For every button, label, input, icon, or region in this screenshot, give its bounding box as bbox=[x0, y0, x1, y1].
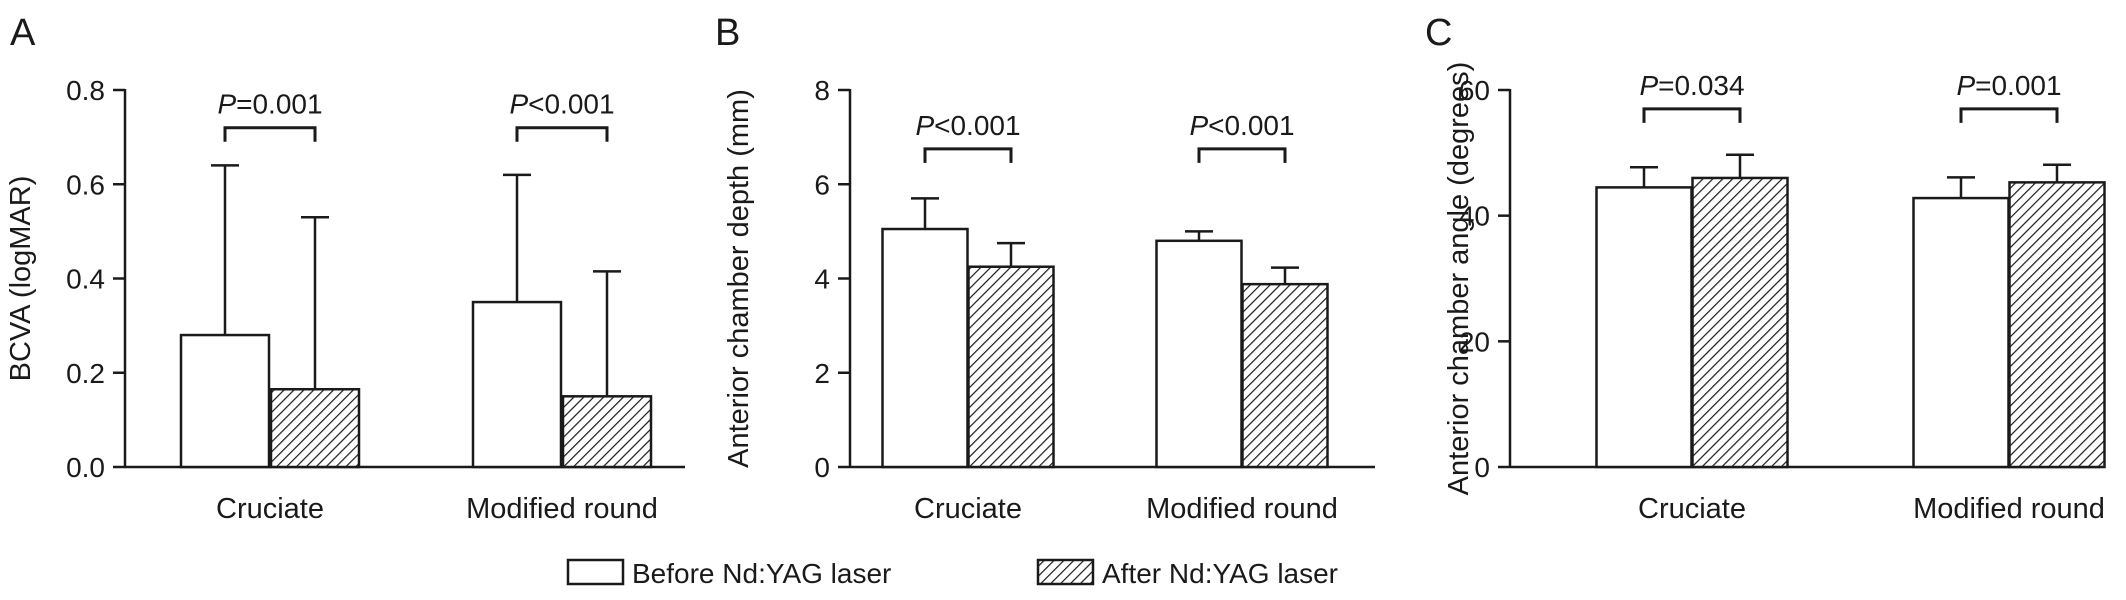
panel-b: B 0 2 4 6 8 Anterior chamber depth (mm) Cruciat… bbox=[715, 12, 1375, 525]
y-axis-title: Anterior chamber angle (degrees) bbox=[1443, 62, 1475, 496]
y-tick-label: 0 bbox=[814, 452, 830, 483]
legend-swatch bbox=[566, 558, 625, 586]
panel-letter: A bbox=[10, 12, 36, 54]
bar-after-1 bbox=[2008, 181, 2106, 469]
p-value-label: P<0.001 bbox=[1189, 110, 1294, 141]
p-value-label: P<0.001 bbox=[509, 89, 614, 120]
panel-a: A 0.0 0.2 0.4 0.6 0.8 BCVA (logMAR) Cruciate Mod… bbox=[5, 12, 685, 525]
legend-item-before: Before Nd:YAG laser bbox=[566, 558, 891, 589]
bar-before-0 bbox=[881, 227, 969, 469]
y-tick-label: 0 bbox=[1474, 452, 1490, 483]
significance-bracket bbox=[1197, 147, 1287, 163]
y-tick-label: 2 bbox=[814, 358, 830, 389]
legend-item-after: After Nd:YAG laser bbox=[1036, 558, 1338, 589]
significance-bracket bbox=[923, 147, 1013, 163]
p-value-label: P=0.034 bbox=[1639, 70, 1744, 101]
panel-letter: B bbox=[715, 12, 740, 54]
y-tick-label: 0.0 bbox=[66, 452, 105, 483]
panel-letter: C bbox=[1425, 12, 1452, 54]
y-axis-title: Anterior chamber depth (mm) bbox=[723, 89, 755, 468]
bar-after-1 bbox=[1241, 282, 1329, 469]
bar-after-0 bbox=[1691, 176, 1789, 469]
bar-before-1 bbox=[1912, 196, 2010, 469]
significance-bracket bbox=[223, 126, 317, 142]
bar-before-0 bbox=[1595, 186, 1693, 469]
p-value-label: P=0.001 bbox=[217, 89, 322, 120]
x-tick-label: Modified round bbox=[1913, 493, 2105, 525]
significance-bracket bbox=[515, 126, 609, 142]
legend: Before Nd:YAG laser After Nd:YAG laser bbox=[566, 558, 1338, 589]
y-tick-label: 60 bbox=[1459, 75, 1490, 106]
bar-before-1 bbox=[471, 300, 563, 469]
y-axis-title: BCVA (logMAR) bbox=[5, 176, 37, 382]
x-tick-label: Modified round bbox=[466, 493, 658, 525]
bar-before-1 bbox=[1155, 239, 1243, 469]
y-tick-label: 0.4 bbox=[66, 264, 105, 295]
x-tick-label: Cruciate bbox=[1638, 493, 1746, 525]
significance-bracket bbox=[1959, 107, 2059, 123]
legend-label: After Nd:YAG laser bbox=[1102, 558, 1338, 589]
x-tick-label: Cruciate bbox=[914, 493, 1022, 525]
y-tick-label: 8 bbox=[814, 75, 830, 106]
y-tick-label: 4 bbox=[814, 264, 830, 295]
y-tick-label: 40 bbox=[1459, 201, 1490, 232]
bar-after-1 bbox=[561, 395, 653, 469]
bar-before-0 bbox=[179, 333, 271, 469]
bar-after-0 bbox=[269, 387, 361, 469]
bar-after-0 bbox=[967, 265, 1055, 469]
y-tick-label: 20 bbox=[1459, 326, 1490, 357]
y-tick-label: 6 bbox=[814, 169, 830, 200]
p-value-label: P=0.001 bbox=[1956, 70, 2061, 101]
legend-swatch bbox=[1036, 558, 1095, 586]
x-tick-label: Cruciate bbox=[216, 493, 324, 525]
y-tick-label: 0.2 bbox=[66, 358, 105, 389]
significance-bracket bbox=[1642, 107, 1742, 123]
y-tick-label: 0.8 bbox=[66, 75, 105, 106]
p-value-label: P<0.001 bbox=[915, 110, 1020, 141]
legend-label: Before Nd:YAG laser bbox=[632, 558, 891, 589]
x-tick-label: Modified round bbox=[1146, 493, 1338, 525]
y-tick-label: 0.6 bbox=[66, 169, 105, 200]
